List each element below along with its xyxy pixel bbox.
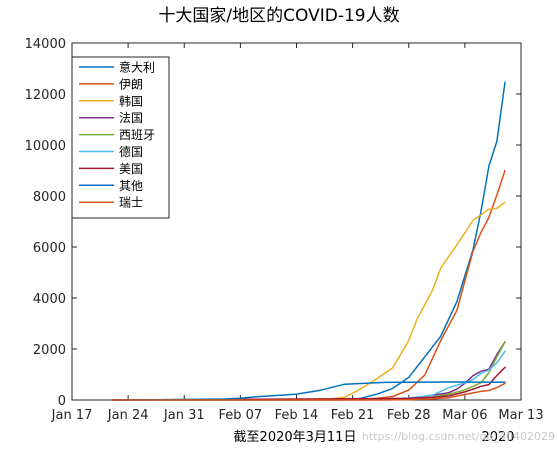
- x-axis: Jan 17 Jan 24 Jan 31 Feb 07 Feb 14 Feb 21 Feb …: [51, 43, 544, 423]
- legend-label: 德国: [119, 144, 143, 159]
- x-tick-label: Jan 31: [163, 408, 205, 423]
- y-tick-label: 4000: [33, 292, 66, 307]
- y-tick-label: 12000: [25, 88, 66, 103]
- y-tick-label: 2000: [33, 343, 66, 358]
- legend-label: 其他: [119, 179, 143, 193]
- legend-label: 韩国: [119, 93, 143, 108]
- y-tick-label: 6000: [33, 241, 66, 256]
- x-axis-label: 截至2020年3月11日: [234, 430, 357, 445]
- watermark-text: https://blog.csdn.net/qq_40402029: [362, 430, 555, 443]
- x-tick-label: Jan 17: [51, 408, 93, 423]
- x-tick-label: Feb 28: [387, 408, 431, 423]
- x-tick-label: Feb 21: [331, 408, 375, 423]
- y-tick-label: 8000: [33, 190, 66, 205]
- chart-title: 十大国家/地区的COVID-19人数: [158, 6, 399, 26]
- series-line-3: [111, 341, 506, 401]
- series-line-1: [111, 169, 506, 401]
- legend-label: 西班牙: [119, 128, 155, 142]
- legend-label: 伊朗: [119, 77, 143, 91]
- x-tick-label: Mar 06: [442, 408, 487, 423]
- legend-label: 瑞士: [119, 196, 143, 210]
- y-tick-label: 0: [58, 394, 66, 409]
- y-tick-label: 14000: [25, 37, 66, 52]
- x-tick-label: Jan 24: [107, 408, 149, 423]
- y-tick-label: 10000: [25, 139, 66, 154]
- series-line-0: [111, 81, 506, 401]
- series-line-7: [111, 381, 506, 401]
- x-tick-label: Feb 14: [275, 408, 319, 423]
- legend-label: 意大利: [119, 60, 155, 75]
- series-line-8: [111, 382, 506, 401]
- year-label: 2020: [481, 430, 514, 445]
- legend-label: 法国: [119, 111, 143, 125]
- x-tick-label: Feb 07: [219, 408, 263, 423]
- series-lines: [111, 81, 506, 401]
- x-tick-label: Mar 13: [498, 408, 543, 423]
- legend-label: 美国: [119, 162, 143, 176]
- series-line-4: [111, 341, 506, 401]
- series-line-2: [111, 201, 506, 401]
- series-line-6: [111, 366, 506, 401]
